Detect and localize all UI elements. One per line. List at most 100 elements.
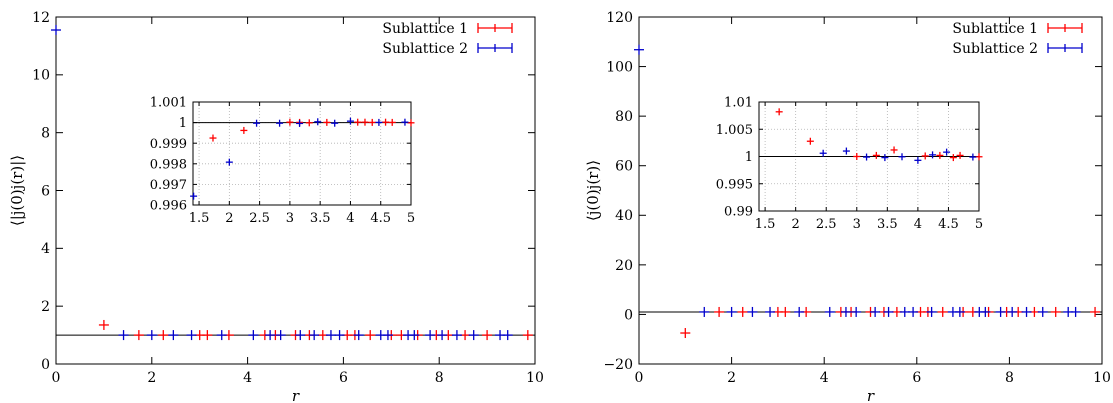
inset-data-point (361, 118, 369, 126)
main-ytick-label: −20 (603, 357, 633, 373)
inset-data-point (863, 153, 871, 161)
inset-data-point (388, 118, 396, 126)
inset-xtick-label: 2 (792, 217, 800, 232)
inset-series-1 (209, 118, 415, 142)
legend: Sublattice 1 Sublattice 2 (952, 21, 1083, 57)
series-2 (634, 44, 1081, 317)
legend-label: Sublattice 1 (382, 21, 468, 37)
inset-xtick-label: 2 (225, 211, 233, 226)
inset-data-point (314, 118, 322, 126)
data-point (353, 330, 364, 341)
inset-xtick-label: 4.5 (370, 211, 391, 226)
data-point (265, 330, 276, 341)
inset-data-point (949, 154, 957, 162)
inset-xtick-label: 4 (346, 211, 354, 226)
inset-data-point (775, 108, 783, 116)
main-xtick-label: 2 (147, 370, 156, 386)
main-ytick-label: 12 (32, 10, 50, 26)
legend-label: Sublattice 1 (952, 21, 1038, 37)
inset-xtick-label: 4.5 (938, 217, 959, 232)
data-point (409, 330, 420, 341)
inset-series-2 (190, 117, 409, 200)
inset-xtick-label: 3 (286, 211, 294, 226)
data-point (1007, 306, 1018, 317)
data-point (954, 306, 965, 317)
data-point (747, 306, 758, 317)
inset-data-point (323, 118, 331, 126)
inset-data-point (842, 147, 850, 155)
data-point (275, 330, 286, 341)
main-ytick-label: 60 (615, 159, 633, 175)
inset-data-point (872, 151, 880, 159)
inset-data-point (368, 118, 376, 126)
data-point (1037, 306, 1048, 317)
inset-data-point (407, 119, 415, 127)
data-point (146, 330, 157, 341)
inset-data-point (382, 118, 390, 126)
data-point (325, 330, 336, 341)
data-point (502, 330, 513, 341)
data-point (451, 330, 462, 341)
inset-xtick-label: 5 (975, 217, 983, 232)
inset-ytick-label: 1 (745, 150, 753, 165)
main-ytick-label: 80 (615, 109, 633, 125)
data-point (309, 330, 320, 341)
data-point (186, 330, 197, 341)
inset-ytick-label: 0.996 (150, 199, 187, 214)
main-xtick-label: 8 (435, 370, 444, 386)
data-point (1050, 306, 1061, 317)
inset-data-point (921, 152, 929, 160)
data-point (365, 330, 376, 341)
data-point (168, 330, 179, 341)
inset-data-point (253, 119, 261, 127)
inset-data-point (914, 156, 922, 164)
data-point (780, 306, 791, 317)
main-xtick-label: 10 (1093, 370, 1111, 386)
inset-data-point (331, 119, 339, 127)
inset-data-point (898, 153, 906, 161)
inset-data-point (286, 118, 294, 126)
main-ytick-label: 0 (41, 357, 50, 373)
data-point (870, 306, 881, 317)
data-point (202, 330, 213, 341)
inset-data-point (943, 148, 951, 156)
inset-xtick-label: 2.5 (249, 211, 270, 226)
data-point (765, 306, 776, 317)
data-point (1021, 306, 1032, 317)
main-ytick-label: 6 (41, 183, 50, 199)
data-point (437, 330, 448, 341)
inset-data-point (956, 151, 964, 159)
inset-xtick-label: 3.5 (877, 217, 898, 232)
inset-data-point (806, 137, 814, 145)
y-axis-label: ⟨|j(0)j(r)|⟩ (8, 155, 26, 226)
series-2 (51, 25, 513, 341)
data-point (937, 306, 948, 317)
legend-label: Sublattice 2 (382, 41, 468, 57)
data-point (248, 330, 259, 341)
data-point (1070, 306, 1081, 317)
main-xtick-label: 6 (339, 370, 348, 386)
data-point (634, 44, 644, 55)
chart-panel-left: 0 2 4 6 8 10024681012r⟨|j(0)j(r)|⟩Sublattice … (8, 10, 544, 403)
y-axis-label: ⟨j(0)j(r)⟩ (584, 160, 602, 221)
inset-xtick-label: 4 (914, 217, 922, 232)
x-axis-label: r (867, 387, 875, 403)
inset-data-point (929, 151, 937, 159)
data-point (883, 306, 894, 317)
inset-frame (192, 101, 412, 206)
data-point (51, 25, 61, 36)
inset-area (193, 102, 411, 205)
inset-series-1 (775, 108, 983, 162)
data-point (699, 306, 710, 317)
inset-xtick-label: 5 (407, 211, 415, 226)
legend: Sublattice 1 Sublattice 2 (382, 21, 513, 57)
main-xtick-label: 0 (52, 370, 61, 386)
main-ytick-label: 4 (41, 241, 50, 257)
inset-data-point (401, 118, 409, 126)
main-frame (638, 16, 1103, 365)
data-point (995, 306, 1006, 317)
inset-data-point (240, 126, 248, 134)
inset-series-2 (819, 147, 977, 164)
inset-xtick-label: 1.5 (189, 211, 210, 226)
inset-data-point (346, 117, 354, 125)
